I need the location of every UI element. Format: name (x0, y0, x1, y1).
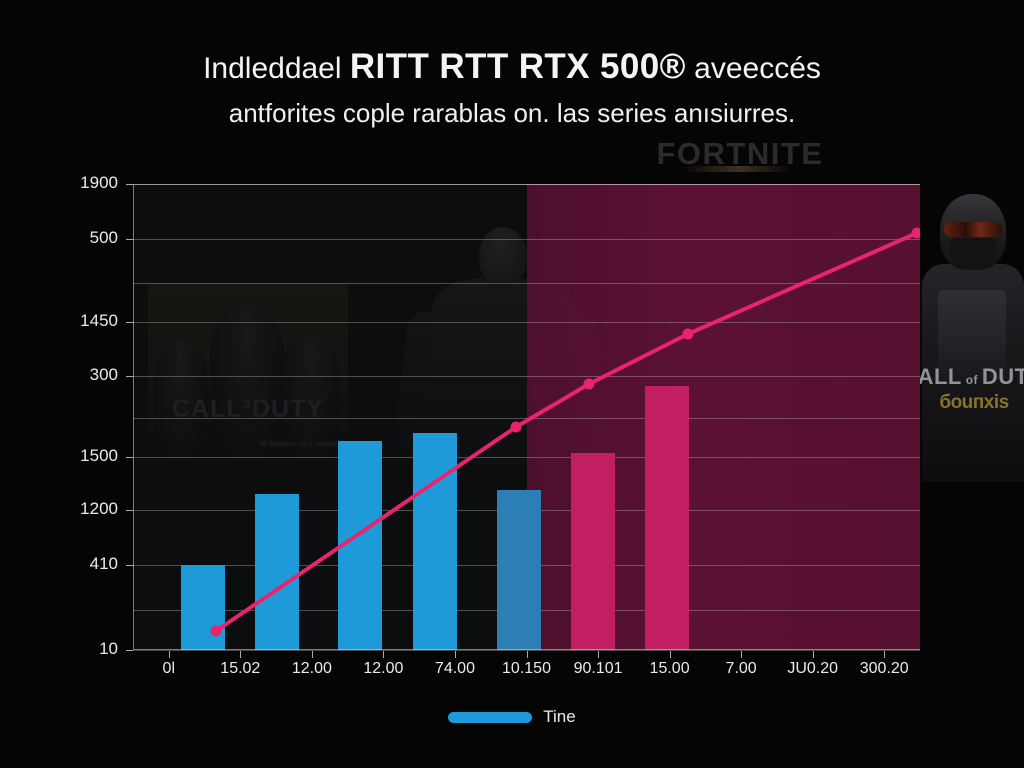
x-tick-mark-9 (812, 651, 814, 658)
y-tick-mark-1 (126, 239, 133, 240)
x-tick-mark-3 (383, 651, 385, 658)
headline-emphasis: RITT RTT RTX 500® (349, 47, 686, 86)
trend-marker-4 (911, 227, 920, 239)
x-tick-mark-4 (454, 651, 456, 658)
y-tick-mark-0 (126, 184, 133, 185)
y-tick-label-3: 300 (89, 365, 118, 384)
plot-area (133, 184, 920, 651)
y-tick-mark-5 (126, 510, 133, 511)
headline: Indleddael RITT RTT RTX 500® aveeccés an… (0, 44, 1024, 131)
y-tick-mark-2 (126, 322, 133, 323)
x-tick-mark-10 (884, 651, 886, 658)
x-tick-mark-2 (311, 651, 313, 658)
gridline-5 (133, 418, 920, 419)
x-tick-label-8: 7.00 (725, 660, 757, 677)
gridline-6 (133, 457, 920, 458)
x-tick-label-1: 15.02 (220, 660, 261, 677)
x-tick-mark-1 (240, 651, 242, 658)
x-tick-mark-0 (168, 651, 170, 658)
y-tick-label-7: 10 (99, 639, 118, 658)
x-tick-label-4: 74.00 (434, 660, 475, 677)
y-tick-mark-7 (126, 650, 133, 651)
y-tick-label-5: 1200 (80, 499, 118, 518)
y-tick-label-0: 1900 (80, 173, 118, 192)
bar-1-0 (571, 453, 615, 650)
gridline-0 (133, 184, 920, 185)
legend-label-tine: Tine (543, 707, 576, 726)
gridline-3 (133, 322, 920, 323)
x-tick-label-6: 90.101 (573, 660, 623, 677)
y-tick-label-2: 1450 (80, 311, 118, 330)
trend-line-path (214, 231, 919, 633)
trend-marker-2 (583, 378, 595, 390)
y-tick-label-1: 500 (89, 228, 118, 247)
x-tick-label-7: 15.00 (649, 660, 690, 677)
x-tick-mark-8 (741, 651, 743, 658)
bar-0-0 (181, 565, 225, 650)
y-tick-label-6: 410 (89, 554, 118, 573)
x-tick-label-5: 10.150 (502, 660, 551, 677)
x-tick-label-9: JU0.20 (787, 660, 839, 677)
headline-prefix: Indleddael (203, 52, 350, 85)
x-tick-mark-5 (526, 651, 528, 658)
x-tick-label-10: 300.20 (859, 660, 909, 677)
x-tick-mark-6 (598, 651, 600, 658)
y-tick-mark-6 (126, 565, 133, 566)
bar-1-1 (645, 386, 689, 650)
y-tick-label-4: 1500 (80, 446, 118, 465)
gridline-4 (133, 376, 920, 377)
trend-marker-1 (510, 421, 522, 433)
headline-line-2: antforites cople rarablas on. las series… (228, 97, 796, 128)
bar-0-1 (255, 494, 299, 650)
gridline-2 (133, 283, 920, 284)
y-tick-mark-4 (126, 457, 133, 458)
x-tick-mark-7 (669, 651, 671, 658)
x-tick-label-3: 12.00 (363, 660, 404, 677)
bar-0-4 (497, 490, 541, 650)
x-tick-label-2: 12.00 (291, 660, 332, 677)
chart-legend: Tine (0, 707, 1024, 727)
legend-swatch-tine (448, 711, 533, 723)
headline-suffix: aveeccés (685, 52, 821, 85)
trend-marker-3 (682, 328, 694, 340)
gridline-1 (133, 239, 920, 240)
bar-0-3 (413, 433, 457, 650)
bar-0-2 (338, 441, 382, 650)
y-tick-mark-3 (126, 376, 133, 377)
headline-line-1: Indleddael RITT RTT RTX 500® aveeccés (0, 44, 1024, 91)
x-tick-label-0: 0l (162, 660, 175, 677)
